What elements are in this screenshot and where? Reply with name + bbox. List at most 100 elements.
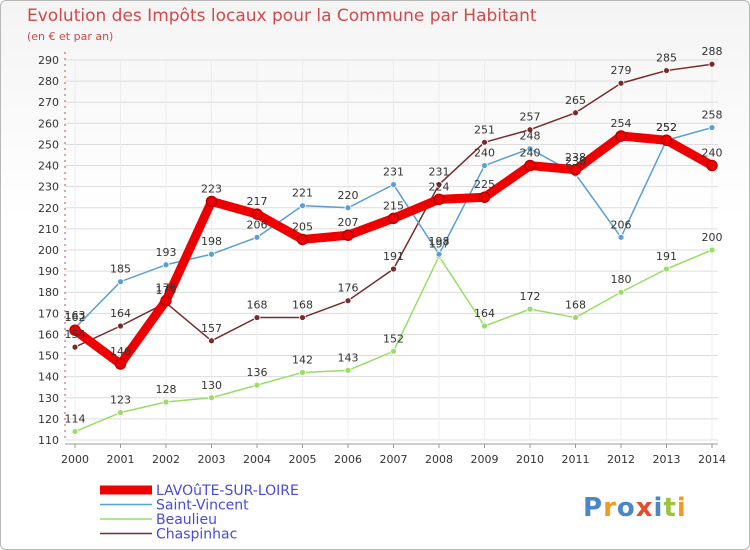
y-tick-label: 290 bbox=[38, 54, 59, 67]
data-point bbox=[299, 202, 306, 210]
data-point bbox=[617, 233, 625, 241]
x-tick-label: 2004 bbox=[243, 453, 271, 466]
data-label: 225 bbox=[474, 178, 495, 191]
data-label: 252 bbox=[656, 121, 677, 134]
data-label: 191 bbox=[656, 250, 677, 263]
data-point bbox=[208, 394, 215, 402]
y-tick-label: 200 bbox=[38, 244, 59, 257]
x-tick-label: 2002 bbox=[152, 453, 180, 466]
x-tick-label: 2009 bbox=[471, 453, 499, 466]
x-tick-label: 2008 bbox=[425, 453, 453, 466]
data-point bbox=[435, 181, 443, 188]
data-point bbox=[344, 366, 352, 374]
data-label: 198 bbox=[201, 235, 222, 248]
x-tick-label: 2006 bbox=[334, 453, 362, 466]
data-label: 223 bbox=[201, 182, 222, 195]
data-point bbox=[617, 79, 625, 87]
data-label: 191 bbox=[383, 250, 404, 263]
y-tick-label: 110 bbox=[38, 434, 59, 447]
data-point bbox=[117, 322, 124, 330]
data-label: 164 bbox=[110, 307, 131, 320]
data-point bbox=[162, 398, 170, 406]
data-point bbox=[299, 314, 306, 321]
x-tick-label: 2005 bbox=[289, 453, 317, 466]
data-point bbox=[569, 164, 582, 176]
data-point bbox=[433, 193, 445, 206]
data-label: 185 bbox=[110, 263, 131, 276]
y-tick-label: 120 bbox=[38, 413, 59, 426]
data-label: 288 bbox=[702, 45, 723, 58]
data-point bbox=[251, 208, 263, 220]
y-tick-label: 210 bbox=[38, 223, 59, 236]
data-point bbox=[481, 322, 488, 330]
series-lavo-te-sur-loire bbox=[69, 130, 718, 370]
data-label: 254 bbox=[611, 117, 632, 130]
data-point bbox=[526, 126, 534, 134]
data-point bbox=[526, 305, 534, 313]
data-point bbox=[481, 138, 488, 146]
data-label: 163 bbox=[65, 309, 86, 322]
data-label: 130 bbox=[201, 379, 222, 392]
data-point bbox=[117, 409, 124, 416]
data-label: 176 bbox=[156, 282, 177, 295]
chart-subtitle: (en € et par an) bbox=[27, 30, 113, 43]
legend-label: LAVOûTE-SUR-LOIRE bbox=[156, 483, 299, 499]
data-point bbox=[160, 294, 172, 307]
data-point bbox=[660, 134, 673, 146]
data-label: 168 bbox=[292, 299, 313, 312]
data-point bbox=[390, 265, 397, 273]
x-tick-label: 2011 bbox=[562, 453, 590, 466]
data-label: 162 bbox=[65, 311, 86, 324]
data-label: 265 bbox=[565, 94, 586, 107]
data-point bbox=[387, 212, 400, 225]
data-point bbox=[481, 162, 488, 169]
data-point bbox=[205, 195, 218, 208]
data-point bbox=[71, 343, 79, 351]
x-tick-label: 2012 bbox=[607, 453, 635, 466]
data-label: 176 bbox=[338, 282, 359, 295]
data-point bbox=[526, 145, 534, 153]
data-point bbox=[708, 246, 716, 254]
y-tick-label: 230 bbox=[38, 181, 59, 194]
data-point bbox=[663, 265, 670, 273]
series-chaspinhac bbox=[71, 60, 716, 351]
data-point bbox=[615, 130, 627, 142]
data-point bbox=[208, 337, 215, 345]
series-beaulieu bbox=[71, 246, 716, 435]
y-tick-label: 250 bbox=[38, 138, 59, 151]
data-label: 180 bbox=[611, 273, 632, 286]
data-label: 206 bbox=[247, 218, 268, 231]
svg-text:Proxiti: Proxiti bbox=[583, 493, 687, 523]
data-point bbox=[435, 250, 443, 258]
data-label: 168 bbox=[565, 299, 586, 312]
data-label: 157 bbox=[201, 322, 222, 335]
data-label: 257 bbox=[520, 111, 541, 124]
data-label: 200 bbox=[702, 231, 723, 244]
legend-label: Chaspinhac bbox=[156, 527, 237, 543]
legend-label: Saint-Vincent bbox=[156, 498, 249, 514]
data-label: 205 bbox=[292, 220, 313, 233]
data-label: 136 bbox=[247, 366, 268, 379]
y-tick-label: 150 bbox=[38, 350, 59, 363]
data-point bbox=[708, 124, 716, 131]
data-label: 231 bbox=[429, 166, 450, 179]
data-label: 146 bbox=[110, 345, 131, 358]
data-point bbox=[69, 324, 81, 336]
legend-label: Beaulieu bbox=[156, 512, 217, 528]
data-label: 240 bbox=[702, 147, 723, 160]
y-tick-label: 180 bbox=[38, 286, 59, 299]
data-label: 231 bbox=[383, 166, 404, 179]
x-tick-label: 2007 bbox=[380, 453, 408, 466]
y-tick-label: 140 bbox=[38, 371, 59, 384]
data-label: 236 bbox=[565, 155, 586, 168]
data-point bbox=[390, 347, 397, 355]
data-point bbox=[390, 181, 397, 188]
data-point bbox=[162, 261, 170, 269]
data-label: 279 bbox=[611, 64, 632, 77]
data-label: 206 bbox=[611, 218, 632, 231]
data-label: 248 bbox=[520, 130, 541, 143]
data-point bbox=[572, 109, 579, 117]
data-label: 285 bbox=[656, 52, 677, 65]
data-label: 197 bbox=[429, 237, 450, 250]
data-label: 154 bbox=[65, 328, 86, 341]
